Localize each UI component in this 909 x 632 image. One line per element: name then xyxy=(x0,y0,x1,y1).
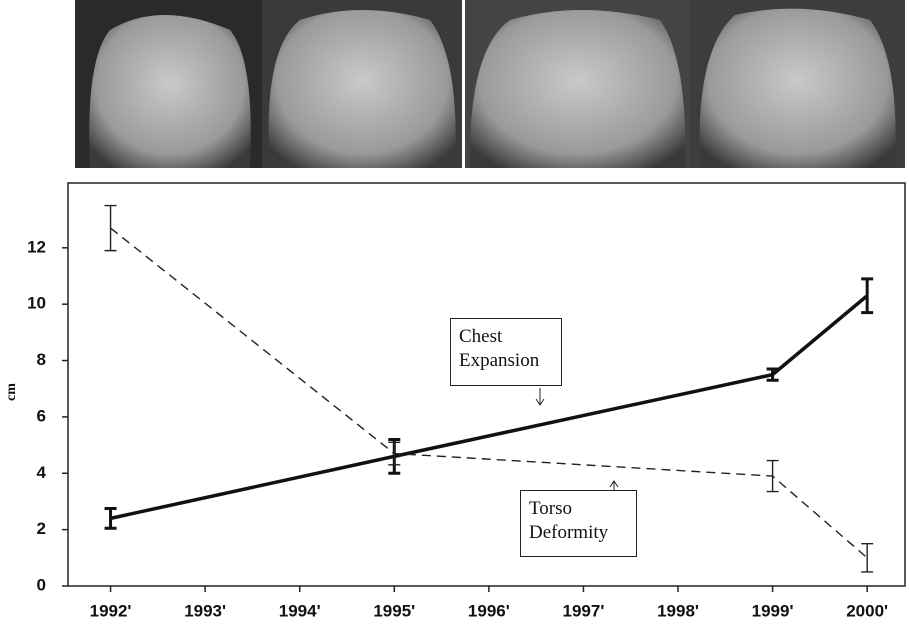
annotation: Chest Expansion xyxy=(450,318,562,386)
y-tick-label: 6 xyxy=(37,406,46,425)
x-tick-label: 1999' xyxy=(752,601,794,620)
error-bar xyxy=(861,279,873,313)
chart: cm 0 2 4 6 8 10 12 1992' 1993' 1994' 1995' 1996' 199… xyxy=(0,0,909,632)
y-tick-label: 10 xyxy=(27,294,46,313)
photo-back xyxy=(89,15,251,168)
annotation: Torso Deformity xyxy=(520,490,637,557)
x-tick-label: 2000' xyxy=(846,601,888,620)
y-tick-label: 12 xyxy=(27,237,46,256)
photo-back xyxy=(699,9,895,168)
photo-back xyxy=(470,10,685,168)
y-tick-label: 4 xyxy=(37,463,47,482)
y-tick-label: 8 xyxy=(37,350,46,369)
annotation-arrow xyxy=(536,388,544,405)
x-tick-label: 1992' xyxy=(90,601,132,620)
x-tick-label: 1994' xyxy=(279,601,321,620)
error-bar xyxy=(105,206,117,251)
y-tick-label: 0 xyxy=(37,575,46,594)
y-axis-label: cm xyxy=(4,383,19,401)
photos xyxy=(75,0,905,168)
series-line xyxy=(111,228,868,558)
x-tick-label: 1996' xyxy=(468,601,510,620)
photo-back xyxy=(269,10,456,168)
x-tick-label: 1995' xyxy=(373,601,415,620)
page: cm 0 2 4 6 8 10 12 1992' 1993' 1994' 1995' 1996' 199… xyxy=(0,0,909,632)
error-bar xyxy=(861,544,873,572)
x-tick-label: 1997' xyxy=(563,601,605,620)
y-tick-label: 2 xyxy=(37,519,46,538)
x-tick-label: 1998' xyxy=(657,601,699,620)
x-tick-label: 1993' xyxy=(184,601,226,620)
